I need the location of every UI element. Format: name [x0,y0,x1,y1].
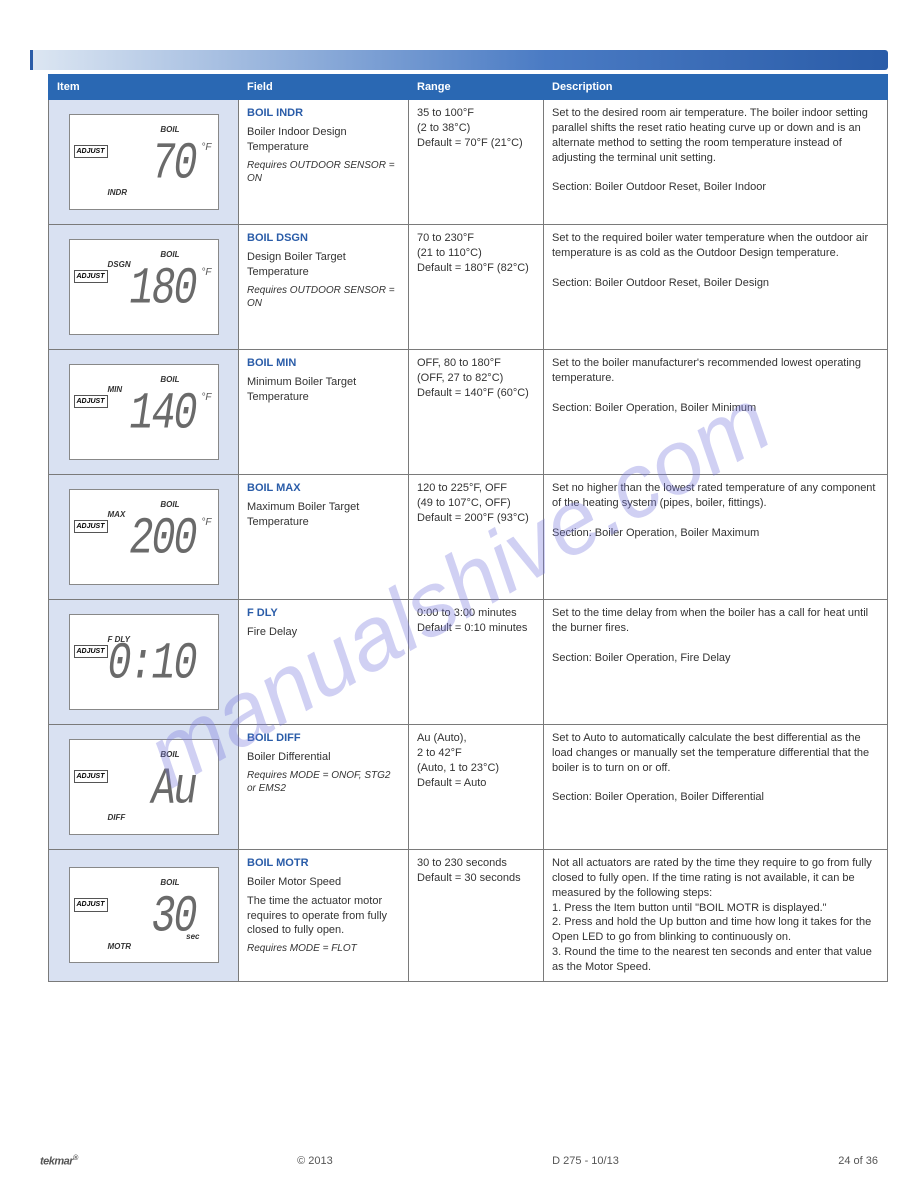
lcd-unit: °F [201,141,211,155]
range-cell: Au (Auto),2 to 42°F(Auto, 1 to 23°C)Defa… [409,725,544,850]
field-cell: BOIL MAX Maximum Boiler Target Temperatur… [239,475,409,600]
field-cell: BOIL MIN Minimum Boiler Target Temperatur… [239,350,409,475]
field-name: BOIL MOTR [247,856,400,871]
field-desc: Design Boiler Target Temperature [247,250,400,280]
description-cell: Set to the required boiler water tempera… [544,225,888,350]
col-item: Item [49,75,239,100]
lcd-display: ADJUSTBOILINDR70°F [69,114,219,210]
lcd-display: ADJUSTMINBOIL140°F [69,364,219,460]
lcd-bottom-left: DIFF [108,813,126,824]
footer-copyright: © 2013 [297,1155,333,1168]
field-cell: F DLY Fire Delay [239,600,409,725]
lcd-top-left: DSGN [108,260,131,271]
table-header-row: Item Field Range Description [49,75,888,100]
range-cell: 0:00 to 3:00 minutesDefault = 0:10 minut… [409,600,544,725]
lcd-display: ADJUSTMAXBOIL200°F [69,489,219,585]
field-cell: BOIL DIFF Boiler Differential Requires MOD… [239,725,409,850]
lcd-cell: ADJUSTF DLY0:10 [49,600,239,725]
field-name: BOIL DIFF [247,731,400,746]
table-row: ADJUSTBOILINDR70°FBOIL INDRBoiler Indoor… [49,100,888,225]
lcd-digits: 200 [129,506,195,576]
lcd-digits: Au [151,756,195,826]
field-name: BOIL MIN [247,356,400,371]
lcd-cell: ADJUSTBOILMOTRsec30 [49,850,239,982]
table-row: ADJUSTF DLY0:10 F DLY Fire Delay 0:00 to 3:… [49,600,888,725]
range-cell: 30 to 230 secondsDefault = 30 seconds [409,850,544,982]
footer-page: 24 of 36 [838,1155,878,1168]
lcd-digits: 0:10 [107,631,195,701]
field-req: Requires MODE = FLOT [247,942,400,956]
lcd-cell: ADJUSTBOILDIFFAu [49,725,239,850]
lcd-top-left: MIN [108,385,123,396]
page-footer: tekmar® © 2013 D 275 - 10/13 24 of 36 [40,1155,878,1168]
lcd-cell: ADJUSTBOILINDR70°F [49,100,239,225]
lcd-digits: 30 [151,884,195,954]
field-req: Requires OUTDOOR SENSOR = ON [247,284,400,311]
lcd-display: ADJUSTF DLY0:10 [69,614,219,710]
description-cell: Set to the time delay from when the boil… [544,600,888,725]
lcd-unit: °F [201,516,211,530]
field-cell: BOIL MOTR Boiler Motor Speed The time the … [239,850,409,982]
range-cell: OFF, 80 to 180°F(OFF, 27 to 82°C)Default… [409,350,544,475]
lcd-adjust-label: ADJUST [74,520,108,533]
lcd-adjust-label: ADJUST [74,270,108,283]
table-row: ADJUSTDSGNBOIL180°FBOIL DSGNDesign Boile… [49,225,888,350]
lcd-display: ADJUSTBOILDIFFAu [69,739,219,835]
col-range: Range [409,75,544,100]
lcd-digits: 70 [151,131,195,201]
lcd-adjust-label: ADJUST [74,770,108,783]
field-desc: Boiler Differential [247,750,400,765]
range-cell: 120 to 225°F, OFF(49 to 107°C, OFF)Defau… [409,475,544,600]
lcd-cell: ADJUSTMAXBOIL200°F [49,475,239,600]
description-cell: Set to Auto to automatically calculate t… [544,725,888,850]
col-description: Description [544,75,888,100]
lcd-unit: °F [201,391,211,405]
field-desc: Boiler Indoor Design Temperature [247,125,400,155]
lcd-digits: 180 [129,256,195,326]
field-name: BOIL MAX [247,481,400,496]
range-cell: 35 to 100°F(2 to 38°C)Default = 70°F (21… [409,100,544,225]
settings-table: Item Field Range Description ADJUSTBOILI… [48,74,888,982]
lcd-cell: ADJUSTMINBOIL140°F [49,350,239,475]
lcd-adjust-label: ADJUST [74,898,108,911]
table-row: ADJUSTBOILMOTRsec30 BOIL MOTR Boiler Motor… [49,850,888,982]
range-cell: 70 to 230°F(21 to 110°C)Default = 180°F … [409,225,544,350]
field-name: BOIL DSGN [247,231,400,246]
field-req: Requires MODE = ONOF, STG2 or EMS2 [247,769,400,796]
description-cell: Set to the desired room air temperature.… [544,100,888,225]
lcd-bottom-left: INDR [108,188,128,199]
lcd-bottom-left: MOTR [108,942,132,953]
lcd-unit: °F [201,266,211,280]
lcd-adjust-label: ADJUST [74,645,108,658]
table-row: ADJUSTMAXBOIL200°FBOIL MAXMaximum Boiler… [49,475,888,600]
field-desc: Fire Delay [247,625,400,640]
lcd-digits: 140 [129,381,195,451]
lcd-display: ADJUSTDSGNBOIL180°F [69,239,219,335]
lcd-cell: ADJUSTDSGNBOIL180°F [49,225,239,350]
table-row: ADJUSTBOILDIFFAuBOIL DIFFBoiler Differen… [49,725,888,850]
field-name: BOIL INDR [247,106,400,121]
lcd-top-left: MAX [108,510,126,521]
description-cell: Set to the boiler manufacturer's recomme… [544,350,888,475]
description-cell: Set no higher than the lowest rated temp… [544,475,888,600]
footer-doc: D 275 - 10/13 [552,1155,619,1168]
table-row: ADJUSTMINBOIL140°FBOIL MINMinimum Boiler… [49,350,888,475]
field-desc: The time the actuator motor requires to … [247,894,400,939]
field-desc: Maximum Boiler Target Temperature [247,500,400,530]
footer-brand: tekmar® [40,1155,78,1168]
field-cell: BOIL DSGN Design Boiler Target Temperatur… [239,225,409,350]
lcd-display: ADJUSTBOILMOTRsec30 [69,867,219,963]
col-field: Field [239,75,409,100]
lcd-adjust-label: ADJUST [74,395,108,408]
field-cell: BOIL INDR Boiler Indoor Design Temperatur… [239,100,409,225]
field-desc: Boiler Motor Speed [247,875,400,890]
field-name: F DLY [247,606,400,621]
header-band [30,50,888,70]
lcd-adjust-label: ADJUST [74,145,108,158]
description-cell: Not all actuators are rated by the time … [544,850,888,982]
field-req: Requires OUTDOOR SENSOR = ON [247,159,400,186]
field-desc: Minimum Boiler Target Temperature [247,375,400,405]
